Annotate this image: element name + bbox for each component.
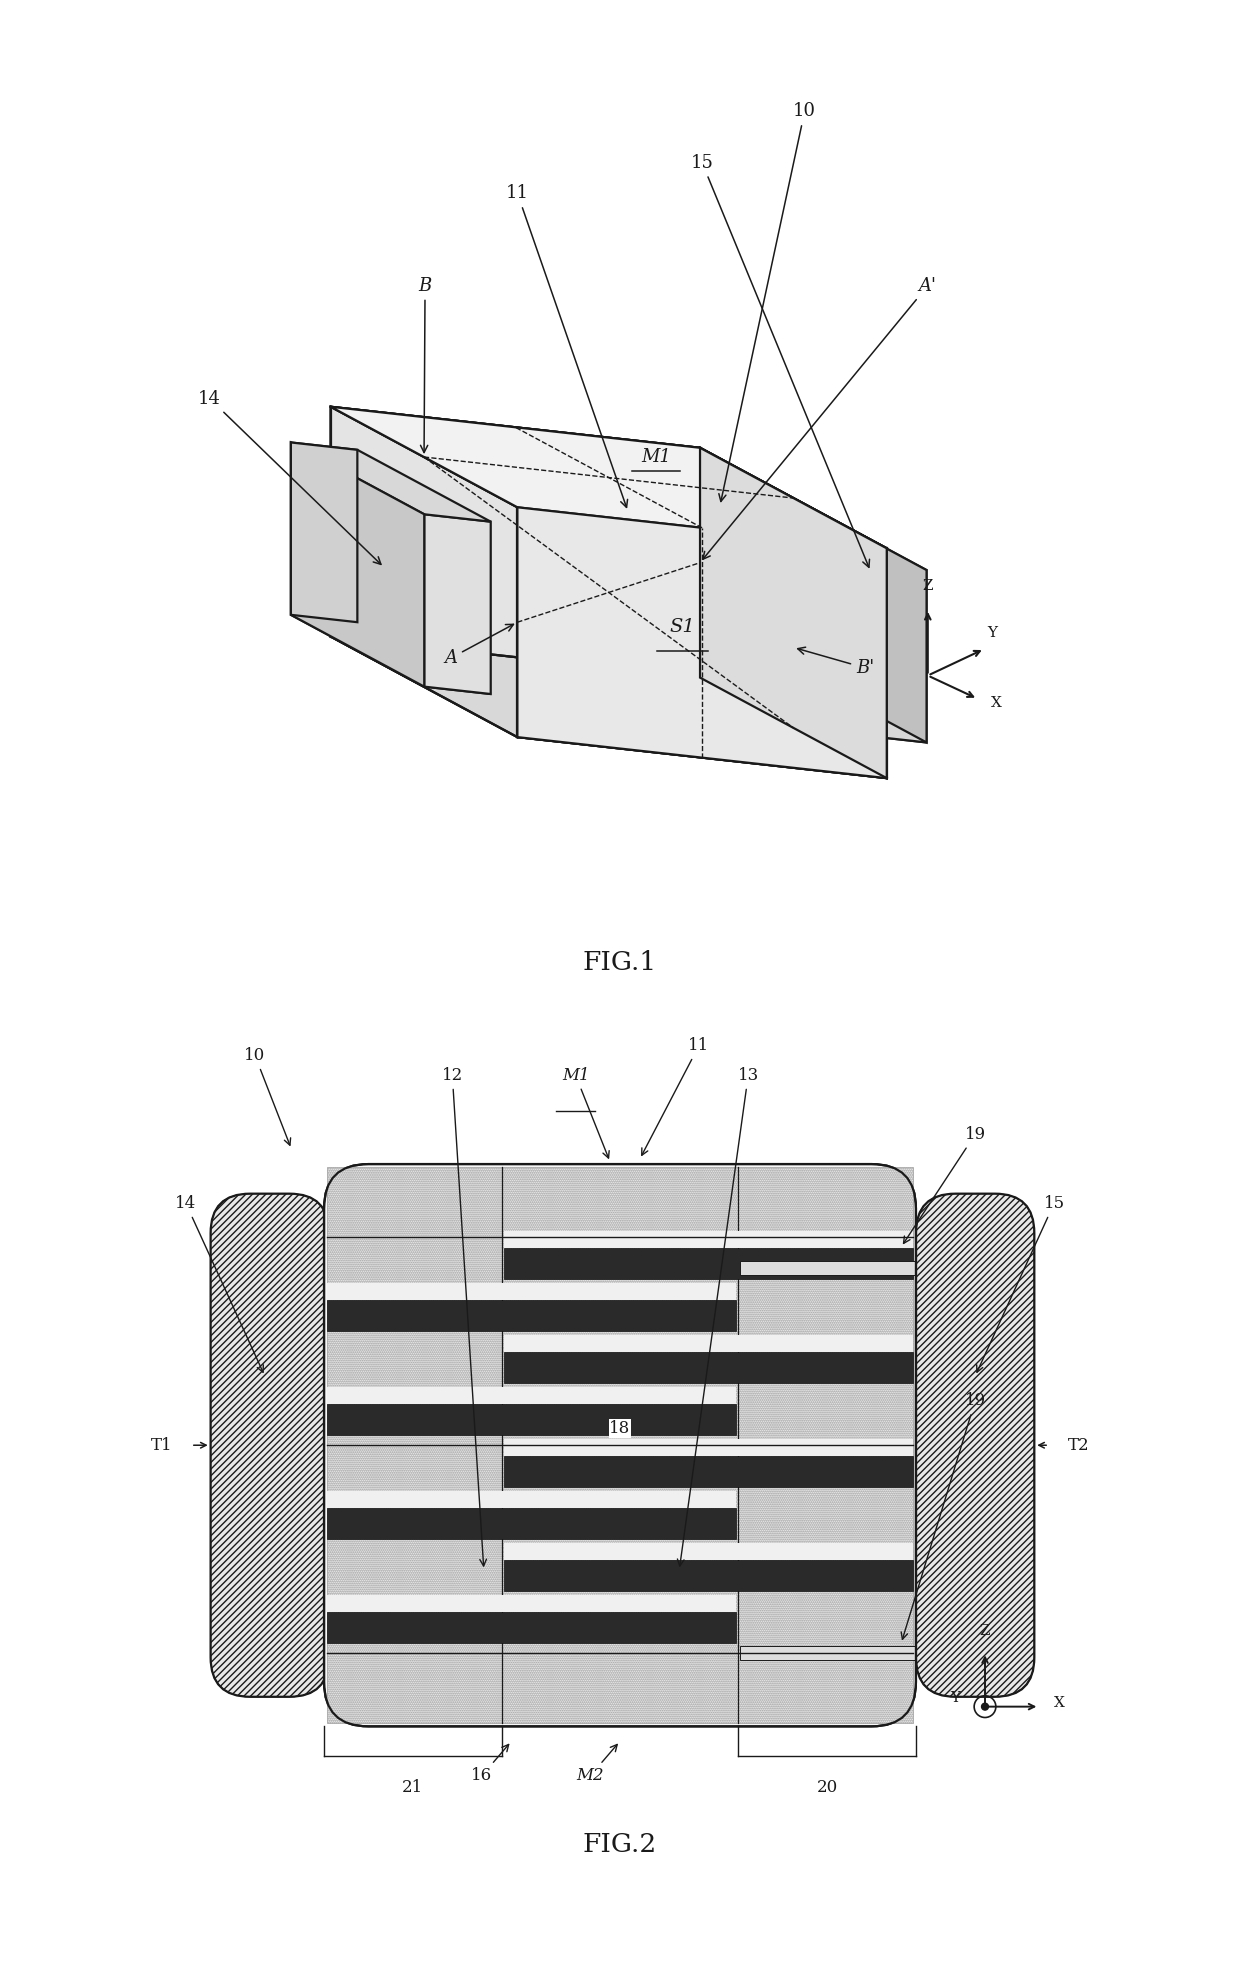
Text: 19: 19 <box>904 1127 986 1243</box>
Text: 13: 13 <box>677 1067 759 1567</box>
Bar <box>503 1456 913 1488</box>
Polygon shape <box>291 442 357 621</box>
Bar <box>503 1561 913 1590</box>
Bar <box>327 1492 737 1507</box>
Bar <box>327 1166 913 1724</box>
Text: Z: Z <box>923 580 932 594</box>
Bar <box>327 1387 737 1403</box>
Bar <box>327 1507 737 1539</box>
Polygon shape <box>517 507 887 777</box>
Text: B': B' <box>797 647 874 677</box>
Polygon shape <box>331 637 887 777</box>
Polygon shape <box>727 663 926 742</box>
Polygon shape <box>291 442 491 521</box>
Text: B: B <box>418 276 432 452</box>
Polygon shape <box>701 448 887 777</box>
Text: M1: M1 <box>562 1067 609 1158</box>
Bar <box>503 1543 913 1561</box>
Bar <box>327 1166 913 1724</box>
Polygon shape <box>794 499 926 742</box>
Bar <box>327 1282 737 1300</box>
Text: Y: Y <box>988 625 998 639</box>
Text: 15: 15 <box>691 154 869 568</box>
Text: 20: 20 <box>816 1780 838 1795</box>
Text: Z: Z <box>980 1624 991 1638</box>
Text: A: A <box>444 623 513 667</box>
Polygon shape <box>331 406 701 677</box>
Bar <box>503 1438 913 1456</box>
Polygon shape <box>331 406 887 548</box>
Bar <box>503 1336 913 1352</box>
Polygon shape <box>424 515 491 694</box>
FancyBboxPatch shape <box>324 1164 916 1726</box>
Text: 21: 21 <box>402 1780 423 1795</box>
Bar <box>740 1261 915 1275</box>
Text: T2: T2 <box>1068 1436 1090 1454</box>
Bar <box>327 1403 737 1434</box>
Polygon shape <box>291 616 491 694</box>
Polygon shape <box>517 507 887 777</box>
Text: 10: 10 <box>719 103 816 501</box>
Text: 19: 19 <box>901 1393 986 1640</box>
Bar <box>327 1300 737 1330</box>
Text: S1: S1 <box>670 618 696 635</box>
Text: 18: 18 <box>609 1421 631 1436</box>
Polygon shape <box>861 562 926 742</box>
Bar <box>327 1612 737 1644</box>
Text: 11: 11 <box>506 183 627 507</box>
Text: 16: 16 <box>471 1744 508 1784</box>
Text: A': A' <box>703 276 936 558</box>
Bar <box>503 1352 913 1383</box>
Text: X: X <box>991 696 1002 710</box>
Polygon shape <box>727 491 926 570</box>
Text: T1: T1 <box>150 1436 172 1454</box>
Text: 14: 14 <box>175 1196 263 1373</box>
Text: 15: 15 <box>977 1196 1065 1373</box>
Text: Y: Y <box>950 1691 961 1705</box>
FancyBboxPatch shape <box>211 1194 329 1697</box>
FancyBboxPatch shape <box>916 1194 1034 1697</box>
Text: 10: 10 <box>244 1048 290 1144</box>
Text: FIG.1: FIG.1 <box>583 951 657 975</box>
Text: 11: 11 <box>642 1038 709 1156</box>
Text: M1: M1 <box>641 448 671 466</box>
Text: 12: 12 <box>441 1067 486 1567</box>
Text: M2: M2 <box>577 1744 618 1784</box>
Text: FIG.2: FIG.2 <box>583 1833 657 1857</box>
Polygon shape <box>331 406 887 548</box>
Polygon shape <box>331 406 517 738</box>
Text: 14: 14 <box>198 389 381 564</box>
Circle shape <box>982 1703 988 1711</box>
Bar <box>740 1645 915 1659</box>
Bar <box>503 1231 913 1247</box>
Polygon shape <box>701 448 887 777</box>
Bar <box>327 1594 737 1612</box>
Polygon shape <box>291 442 424 687</box>
Bar <box>503 1247 913 1279</box>
Text: X: X <box>1054 1695 1064 1711</box>
